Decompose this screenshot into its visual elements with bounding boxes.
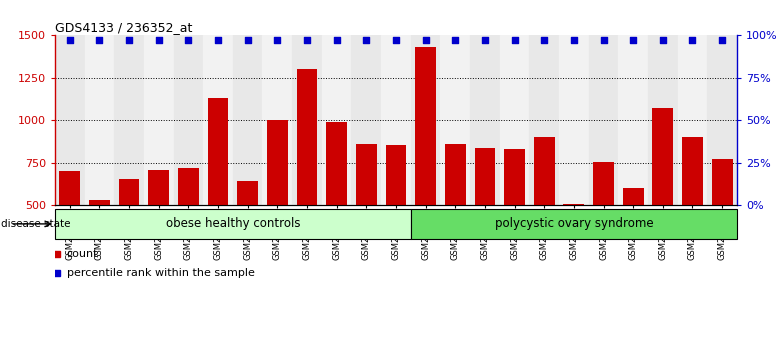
Point <box>449 38 462 43</box>
Bar <box>445 144 466 205</box>
Point <box>152 38 165 43</box>
Bar <box>474 148 495 205</box>
Bar <box>296 69 318 205</box>
Bar <box>499 35 529 205</box>
Bar <box>60 171 80 205</box>
Point <box>241 38 254 43</box>
Bar <box>114 35 143 205</box>
Point <box>182 38 194 43</box>
Bar <box>118 179 140 205</box>
Bar <box>411 35 441 205</box>
Point <box>330 38 343 43</box>
Text: percentile rank within the sample: percentile rank within the sample <box>67 268 255 278</box>
Bar <box>321 35 351 205</box>
Bar <box>85 35 114 205</box>
Point <box>478 38 491 43</box>
Point <box>212 38 224 43</box>
Point <box>686 38 699 43</box>
Text: obese healthy controls: obese healthy controls <box>165 217 300 230</box>
Bar <box>593 162 614 205</box>
Bar <box>652 108 673 205</box>
Bar <box>203 35 233 205</box>
Bar <box>326 122 347 205</box>
Point <box>301 38 314 43</box>
Bar <box>381 35 411 205</box>
Point <box>597 38 610 43</box>
Bar <box>356 144 376 205</box>
Text: GDS4133 / 236352_at: GDS4133 / 236352_at <box>55 21 192 34</box>
Bar <box>411 209 737 239</box>
Bar <box>648 35 677 205</box>
Point <box>656 38 669 43</box>
Bar <box>589 35 619 205</box>
Bar <box>529 35 559 205</box>
Point <box>538 38 550 43</box>
Bar <box>178 168 198 205</box>
Bar <box>238 181 258 205</box>
Point <box>716 38 728 43</box>
Bar <box>470 35 499 205</box>
Bar <box>386 145 406 205</box>
Bar <box>559 35 589 205</box>
Bar <box>208 98 228 205</box>
Bar <box>351 35 381 205</box>
Text: count: count <box>67 249 98 259</box>
Point <box>93 38 106 43</box>
Bar <box>534 137 554 205</box>
Point <box>390 38 402 43</box>
Point <box>360 38 372 43</box>
Bar <box>267 120 288 205</box>
Bar <box>292 35 321 205</box>
Text: disease state: disease state <box>1 219 71 229</box>
Point <box>419 38 432 43</box>
Bar <box>441 35 470 205</box>
Bar <box>416 47 436 205</box>
Bar <box>677 35 707 205</box>
Bar <box>712 159 732 205</box>
Bar <box>55 209 411 239</box>
Bar <box>564 204 584 205</box>
Point <box>627 38 640 43</box>
Bar <box>233 35 263 205</box>
Bar <box>622 188 644 205</box>
Bar <box>143 35 173 205</box>
Bar <box>89 200 110 205</box>
Bar <box>707 35 737 205</box>
Bar <box>682 137 702 205</box>
Bar <box>619 35 648 205</box>
Point <box>271 38 284 43</box>
Bar <box>55 35 85 205</box>
Point <box>123 38 136 43</box>
Point <box>508 38 521 43</box>
Bar <box>263 35 292 205</box>
Bar <box>504 149 525 205</box>
Point <box>568 38 580 43</box>
Point <box>64 38 76 43</box>
Text: polycystic ovary syndrome: polycystic ovary syndrome <box>495 217 653 230</box>
Bar <box>148 170 169 205</box>
Bar <box>173 35 203 205</box>
